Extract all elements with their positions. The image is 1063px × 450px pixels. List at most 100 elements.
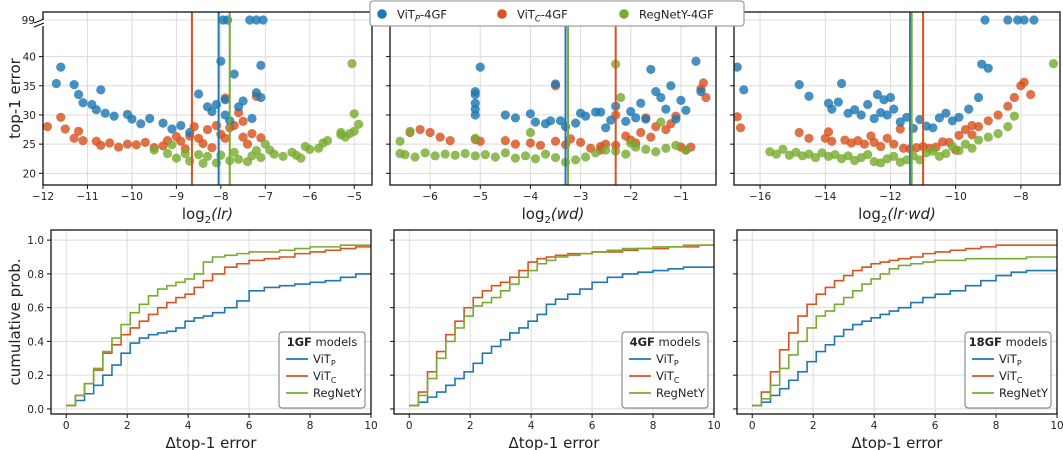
panel-3: −16 −14 −12 −10 −8 log2(lr·wd) [730, 11, 1061, 226]
point-regnety [500, 148, 510, 158]
point-vitc [794, 127, 804, 138]
tick-label-x: 6 [589, 420, 596, 432]
x-axis-label: Δtop-1 error [166, 434, 258, 450]
point-regnety [490, 152, 500, 162]
point-regnety [460, 148, 470, 159]
point-vitc [415, 124, 425, 135]
point-vitp [256, 60, 266, 70]
point-vitp [601, 123, 611, 133]
point-regnety [993, 129, 1003, 139]
point-regnety [336, 127, 346, 138]
tick-label-x: −11 [76, 191, 98, 203]
point-vitp [606, 115, 616, 125]
tick-label-y: 30 [23, 110, 36, 122]
point-vitp [934, 113, 944, 123]
series-vitp [470, 56, 706, 133]
point-regnety [550, 152, 561, 163]
axes-frame [736, 229, 1058, 415]
legend-label-vitc: ViTC [999, 369, 1023, 385]
tick-label-x: −5 [473, 191, 488, 203]
point-vitp [251, 15, 262, 25]
tick-label-x: −12 [879, 191, 901, 203]
point-regnety [591, 148, 601, 158]
legend-box [964, 331, 1052, 409]
tick-label-y: 25 [23, 139, 36, 151]
point-regnety [656, 117, 666, 127]
point-vitp [1029, 15, 1039, 25]
tick-label-x: −5 [346, 191, 361, 203]
point-vitp [641, 114, 651, 124]
axes-frame [42, 11, 373, 186]
point-regnety [251, 145, 262, 156]
point-vitp [882, 110, 892, 120]
point-regnety [162, 148, 173, 159]
tick-label-x: −12 [32, 191, 54, 203]
legend-label-regnety: RegNetY [313, 386, 363, 400]
cdf-line-vitc [409, 244, 714, 407]
top-legend-label: ViTC-4GF [517, 8, 568, 25]
legend-box [278, 331, 366, 409]
point-vitc [56, 112, 66, 122]
point-vitp [500, 110, 510, 120]
tick-label-x: −2 [623, 191, 638, 203]
point-regnety [194, 150, 204, 160]
point-vitc [895, 124, 905, 134]
point-regnety [1048, 58, 1059, 69]
x-axis-label: log2(lr) [182, 205, 233, 226]
point-regnety [202, 151, 213, 161]
point-vitp [833, 97, 843, 107]
point-vitp [646, 64, 656, 75]
point-vitp [73, 89, 84, 100]
point-regnety [928, 146, 938, 156]
point-vitc [105, 138, 115, 148]
point-regnety [1009, 111, 1019, 121]
point-regnety [570, 155, 581, 165]
point-regnety [626, 138, 636, 148]
point-vitc [735, 123, 746, 133]
point-regnety [601, 145, 611, 155]
point-vitc [575, 137, 586, 147]
top-legend: ViTP-4GF ViTC-4GF RegNetY-4GF [369, 0, 745, 27]
point-vitp [96, 85, 106, 95]
point-vitc [1003, 101, 1013, 111]
tick-label-y: 35 [23, 81, 36, 93]
point-vitc [1019, 77, 1029, 87]
point-vitp [229, 69, 239, 79]
point-vitc [113, 142, 124, 152]
tick-label-x: 10 [364, 420, 377, 432]
point-vitc [646, 132, 656, 142]
point-regnety [863, 150, 873, 160]
x-axis-label: Δtop-1 error [509, 434, 601, 450]
axis-break-gap [35, 19, 45, 26]
tick-label-x: 10 [707, 420, 720, 432]
tick-label-x: 6 [246, 420, 253, 432]
point-regnety [941, 148, 951, 159]
cdf-line-regnety [409, 243, 714, 407]
axis-break-mark [33, 18, 45, 24]
tick-label-x: 4 [528, 420, 535, 432]
point-regnety [420, 148, 430, 158]
point-vitc [425, 127, 435, 138]
point-vitc [973, 122, 984, 132]
point-vitp [78, 98, 88, 108]
point-regnety [510, 153, 520, 163]
point-vitp [734, 62, 742, 72]
plot-area [66, 243, 371, 407]
tick-label-x: 4 [185, 420, 192, 432]
point-vitp [570, 118, 581, 128]
tick-label-x: 0 [749, 420, 756, 432]
point-vitp [238, 96, 248, 106]
tick-label-x: 0 [63, 420, 70, 432]
point-regnety [395, 136, 405, 146]
tick-label-x: 8 [650, 420, 657, 432]
tick-label-x: 2 [467, 420, 474, 432]
point-vitp [127, 114, 137, 124]
point-regnety [167, 140, 177, 150]
panel-5: 0 2 4 6 8 10 Δtop-1 error 4GF models ViTPViTCReg… [390, 229, 721, 450]
point-regnety [983, 132, 993, 142]
point-vitp [247, 113, 257, 124]
tick-label-x: −1 [673, 191, 688, 203]
point-vitc [954, 130, 964, 140]
point-vitp [973, 92, 984, 103]
plot-area [43, 12, 364, 185]
